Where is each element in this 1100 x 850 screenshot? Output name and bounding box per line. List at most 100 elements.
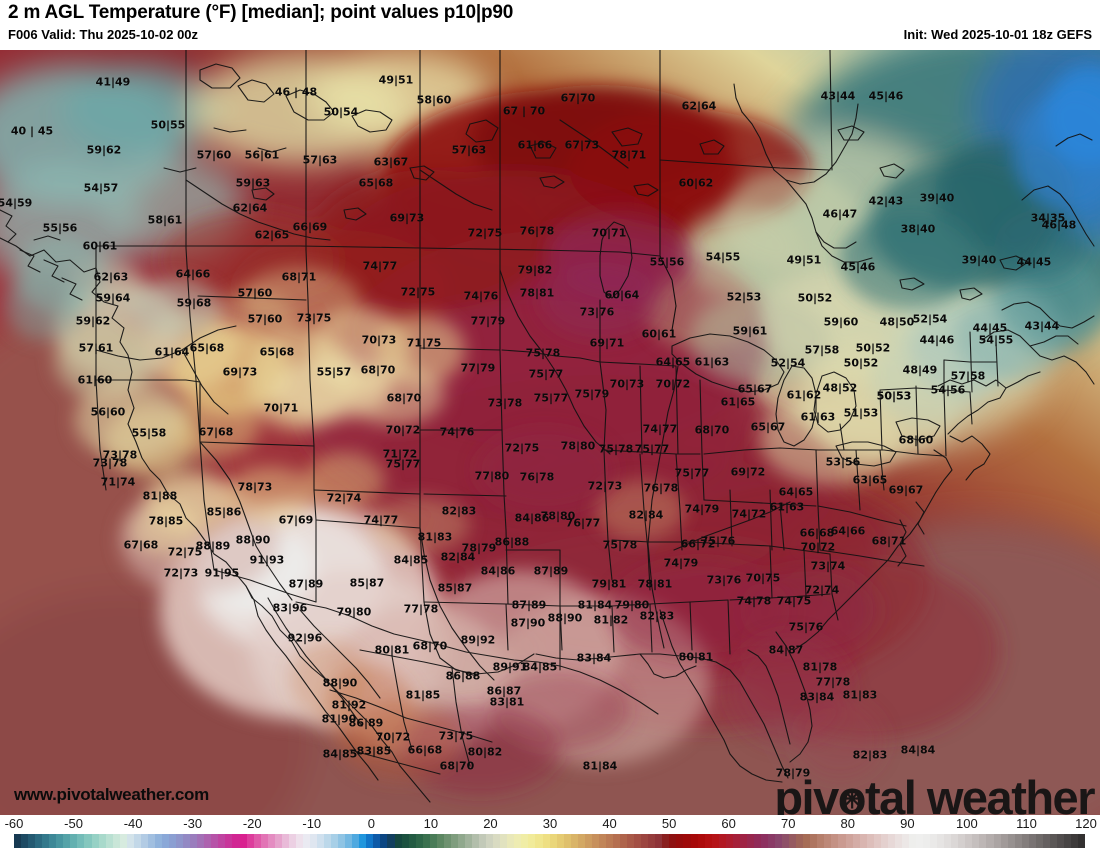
model-init-label: Init: Wed 2025-10-01 18z GEFS	[903, 27, 1092, 42]
colorbar-swatch	[944, 834, 952, 848]
forecast-valid-label: F006 Valid: Thu 2025-10-02 00z	[8, 27, 199, 42]
colorbar-swatch	[620, 834, 628, 848]
colorbar-swatch	[789, 834, 797, 848]
colorbar-tick: 100	[956, 816, 978, 831]
colorbar-swatch	[697, 834, 705, 848]
colorbar-swatch	[21, 834, 29, 848]
colorbar-swatch	[901, 834, 909, 848]
colorbar-swatch	[718, 834, 726, 848]
temperature-map[interactable]: 40 | 45 41|49 46 | 48 49|51 58|60 67 | 70 67|7…	[0, 50, 1100, 815]
colorbar-swatch	[204, 834, 212, 848]
page-title: 2 m AGL Temperature (°F) [median]; point…	[8, 2, 514, 23]
colorbar-swatch	[42, 834, 50, 848]
colorbar-tick: -50	[64, 816, 83, 831]
colorbar-swatch	[436, 834, 444, 848]
colorbar-swatch	[450, 834, 458, 848]
colorbar-swatch	[14, 834, 22, 848]
colorbar-swatch	[486, 834, 494, 848]
colorbar-swatch	[563, 834, 571, 848]
colorbar-swatch	[824, 834, 832, 848]
colorbar-swatch	[683, 834, 691, 848]
colorbar-tick: -30	[183, 816, 203, 831]
colorbar-swatch	[838, 834, 846, 848]
colorbar-swatch	[570, 834, 578, 848]
colorbar-tick: 0	[367, 816, 375, 831]
colorbar-swatch	[556, 834, 564, 848]
gear-icon: o ✳	[837, 771, 867, 815]
colorbar-swatch	[873, 834, 881, 848]
colorbar-swatch	[549, 834, 557, 848]
colorbar-swatch	[56, 834, 64, 848]
colorbar-swatch	[880, 834, 888, 848]
colorbar-swatch	[852, 834, 860, 848]
colorbar-swatch	[267, 834, 275, 848]
colorbar-swatch	[260, 834, 268, 848]
colorbar-swatch	[394, 834, 402, 848]
colorbar-swatch	[443, 834, 451, 848]
colorbar-tick: 80	[840, 816, 855, 831]
colorbar-swatch	[422, 834, 430, 848]
colorbar-swatch	[112, 834, 120, 848]
colorbar-swatch	[598, 834, 606, 848]
colorbar-swatch	[979, 834, 987, 848]
colorbar-swatch	[281, 834, 289, 848]
colorbar-swatch	[373, 834, 381, 848]
colorbar-tick: -40	[123, 816, 143, 831]
colorbar-swatch	[1007, 834, 1015, 848]
colorbar-tick: 70	[780, 816, 796, 831]
colorbar-swatch	[584, 834, 592, 848]
colorbar-swatch	[951, 834, 959, 848]
colorbar-swatch	[98, 834, 106, 848]
colorbar-swatch	[937, 834, 945, 848]
colorbar-swatch	[147, 834, 155, 848]
colorbar-swatch	[711, 834, 719, 848]
colorbar-swatch	[211, 834, 219, 848]
colorbar-swatch	[479, 834, 487, 848]
colorbar-swatch	[408, 834, 416, 848]
colorbar-swatch	[930, 834, 938, 848]
colorbar-swatch	[986, 834, 994, 848]
colorbar-tick: 20	[483, 816, 498, 831]
colorbar-swatch	[161, 834, 170, 848]
colorbar-swatch	[169, 834, 177, 848]
colorbar-swatch	[331, 834, 339, 848]
colorbar-swatch	[366, 834, 374, 848]
colorbar-swatch	[662, 834, 670, 848]
colorbar-swatch	[493, 834, 501, 848]
colorbar-tick: 90	[900, 816, 915, 831]
colorbar-swatch	[796, 834, 804, 848]
colorbar-swatch	[725, 834, 733, 848]
colorbar-swatch	[1000, 834, 1008, 848]
colorbar-swatch	[704, 834, 712, 848]
colorbar-tick: -10	[302, 816, 322, 831]
colorbar-swatch	[669, 834, 677, 848]
colorbar-swatch	[817, 834, 825, 848]
colorbar-swatch	[239, 834, 247, 848]
colorbar-swatch	[1021, 834, 1029, 848]
colorbar-gradient	[14, 834, 1086, 848]
map-raster	[0, 50, 1100, 815]
colorbar-swatch	[676, 834, 684, 848]
colorbar-swatch	[232, 834, 240, 848]
colorbar-swatch	[655, 834, 663, 848]
colorbar-tick: 30	[542, 816, 558, 831]
colorbar-swatch	[28, 834, 36, 848]
colorbar-swatch	[302, 834, 310, 848]
colorbar-swatch	[35, 834, 43, 848]
colorbar-swatch	[521, 834, 529, 848]
colorbar-tick: -60	[4, 816, 24, 831]
colorbar-swatch	[154, 834, 162, 848]
colorbar-swatch	[352, 834, 360, 848]
colorbar-swatch	[887, 834, 895, 848]
colorbar-swatch	[49, 834, 57, 848]
pivotal-weather-watermark: pivo ✳ tal weather	[774, 770, 1095, 815]
colorbar-swatch	[514, 834, 522, 848]
colorbar-tick: 40	[602, 816, 617, 831]
colorbar-tick: 50	[661, 816, 677, 831]
colorbar-swatch	[246, 834, 254, 848]
colorbar-swatch	[500, 834, 508, 848]
colorbar-swatch	[190, 834, 198, 848]
colorbar-swatch	[359, 834, 367, 848]
colorbar-swatch	[732, 834, 740, 848]
colorbar-swatch	[810, 834, 818, 848]
